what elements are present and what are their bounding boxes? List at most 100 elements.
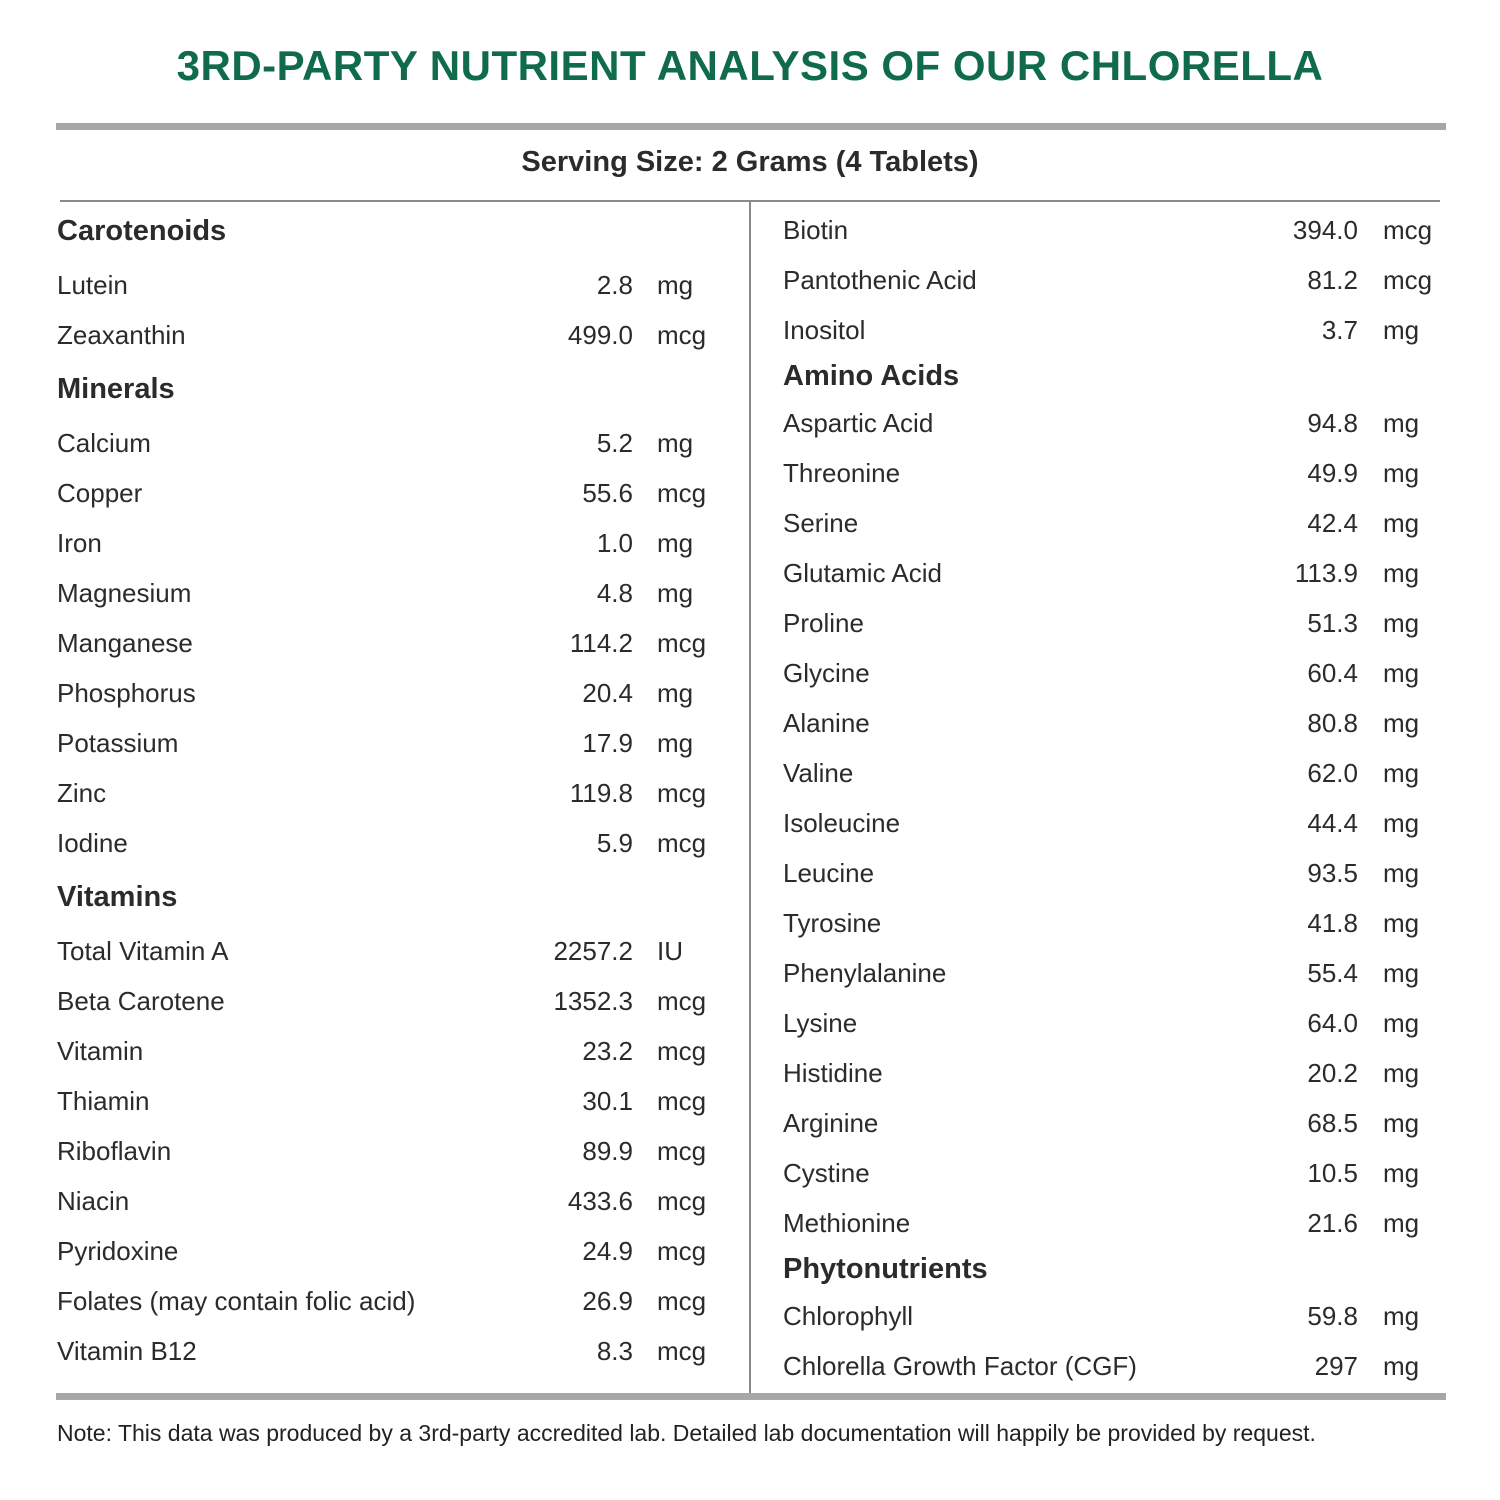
section-title: Carotenoids: [57, 215, 227, 247]
nutrient-unit: IU: [657, 936, 683, 966]
nutrient-amount: 89.9: [582, 1136, 633, 1166]
section-header: Amino Acids: [783, 360, 1463, 392]
nutrient-name: Vitamin B12: [57, 1336, 197, 1366]
serving-size: Serving Size: 2 Grams (4 Tablets): [0, 146, 1500, 179]
nutrient-unit: mg: [1383, 1208, 1420, 1238]
page-title-text: 3RD-PARTY NUTRIENT ANALYSIS OF OUR CHLOR…: [176, 42, 1324, 89]
nutrient-amount: 394.0: [1292, 215, 1358, 245]
nutrient-unit: mg: [1383, 1058, 1420, 1088]
nutrient-amount: 26.9: [582, 1286, 633, 1316]
nutrient-row: Inositol 3.7 mg: [783, 315, 1463, 345]
nutrient-amount: 64.0: [1307, 1008, 1358, 1038]
bottom-divider: [56, 1393, 1446, 1400]
nutrient-amount: 297: [1314, 1351, 1358, 1381]
nutrient-name: Methionine: [783, 1208, 911, 1238]
nutrient-name: Iodine: [57, 828, 128, 858]
nutrient-row: Vitamin B12 8.3 mcg: [57, 1336, 737, 1366]
nutrient-row: Chlorella Growth Factor (CGF) 297 mg: [783, 1351, 1463, 1381]
nutrient-row: Beta Carotene 1352.3 mcg: [57, 986, 737, 1016]
nutrient-unit: mcg: [657, 1286, 707, 1316]
nutrient-amount: 113.9: [1294, 558, 1358, 588]
nutrient-name: Zinc: [57, 778, 107, 808]
nutrient-row: Histidine 20.2 mg: [783, 1058, 1463, 1088]
nutrient-row: Tyrosine 41.8 mg: [783, 908, 1463, 938]
nutrient-unit: mg: [1383, 508, 1420, 538]
nutrient-amount: 1352.3: [553, 986, 633, 1016]
nutrient-name: Biotin: [783, 215, 849, 245]
nutrient-row: Cystine 10.5 mg: [783, 1158, 1463, 1188]
nutrient-unit: mg: [1383, 1108, 1420, 1138]
nutrient-amount: 59.8: [1307, 1301, 1358, 1331]
nutrient-name: Pantothenic Acid: [783, 265, 977, 295]
nutrient-name: Cystine: [783, 1158, 870, 1188]
serving-size-text: Serving Size: 2 Grams (4 Tablets): [521, 146, 979, 178]
section-header: Phytonutrients: [783, 1253, 1463, 1285]
nutrient-unit: mg: [1383, 458, 1420, 488]
nutrient-name: Valine: [783, 758, 854, 788]
nutrient-amount: 21.6: [1307, 1208, 1358, 1238]
nutrient-row: Arginine 68.5 mg: [783, 1108, 1463, 1138]
section-header: Minerals: [57, 373, 737, 405]
nutrient-row: Glycine 60.4 mg: [783, 658, 1463, 688]
nutrient-row: Potassium 17.9 mg: [57, 728, 737, 758]
nutrient-amount: 68.5: [1307, 1108, 1358, 1138]
nutrient-amount: 94.8: [1307, 408, 1358, 438]
nutrient-name: Pyridoxine: [57, 1236, 179, 1266]
nutrient-amount: 24.9: [582, 1236, 633, 1266]
nutrient-amount: 119.8: [569, 778, 633, 808]
nutrient-row: Vitamin 23.2 mcg: [57, 1036, 737, 1066]
nutrient-name: Potassium: [57, 728, 179, 758]
nutrient-unit: mcg: [657, 828, 707, 858]
footnote: Note: This data was produced by a 3rd-pa…: [57, 1420, 1316, 1446]
nutrient-row: Valine 62.0 mg: [783, 758, 1463, 788]
nutrient-row: Zeaxanthin 499.0 mcg: [57, 320, 737, 350]
nutrient-row: Iodine 5.9 mcg: [57, 828, 737, 858]
nutrient-row: Biotin 394.0 mcg: [783, 215, 1463, 245]
nutrient-name: Total Vitamin A: [57, 936, 229, 966]
nutrient-amount: 5.9: [596, 828, 633, 858]
nutrient-unit: mg: [657, 578, 694, 608]
nutrient-row: Iron 1.0 mg: [57, 528, 737, 558]
nutrient-name: Thiamin: [57, 1086, 150, 1116]
nutrient-row: Total Vitamin A 2257.2 IU: [57, 936, 737, 966]
nutrient-name: Inositol: [783, 315, 866, 345]
nutrient-row: Lysine 64.0 mg: [783, 1008, 1463, 1038]
nutrient-amount: 44.4: [1307, 808, 1358, 838]
nutrient-name: Tyrosine: [783, 908, 882, 938]
nutrient-name: Folates (may contain folic acid): [57, 1286, 416, 1316]
nutrient-row: Serine 42.4 mg: [783, 508, 1463, 538]
nutrient-amount: 433.6: [567, 1186, 633, 1216]
nutrient-name: Manganese: [57, 628, 193, 658]
nutrient-unit: mg: [1383, 658, 1420, 688]
nutrient-row: Aspartic Acid 94.8 mg: [783, 408, 1463, 438]
nutrient-amount: 42.4: [1307, 508, 1358, 538]
nutrient-unit: mg: [1383, 1158, 1420, 1188]
nutrient-unit: mcg: [657, 1336, 707, 1366]
nutrient-unit: mcg: [1383, 215, 1433, 245]
nutrient-unit: mg: [657, 428, 694, 458]
nutrient-name: Leucine: [783, 858, 875, 888]
nutrient-unit: mg: [1383, 1301, 1420, 1331]
nutrient-row: Magnesium 4.8 mg: [57, 578, 737, 608]
nutrient-amount: 80.8: [1307, 708, 1358, 738]
nutrient-unit: mg: [1383, 1351, 1420, 1381]
nutrient-unit: mcg: [657, 778, 707, 808]
nutrient-amount: 81.2: [1307, 265, 1358, 295]
nutrient-row: Thiamin 30.1 mcg: [57, 1086, 737, 1116]
section-header: Carotenoids: [57, 215, 737, 247]
nutrient-row: Isoleucine 44.4 mg: [783, 808, 1463, 838]
nutrient-amount: 20.4: [582, 678, 633, 708]
nutrient-row: Lutein 2.8 mg: [57, 270, 737, 300]
nutrient-row: Leucine 93.5 mg: [783, 858, 1463, 888]
nutrient-unit: mg: [1383, 608, 1420, 638]
nutrient-amount: 30.1: [582, 1086, 633, 1116]
nutrient-name: Niacin: [57, 1186, 130, 1216]
nutrient-unit: mg: [1383, 908, 1420, 938]
nutrient-unit: mg: [657, 528, 694, 558]
nutrient-amount: 41.8: [1307, 908, 1358, 938]
nutrient-row: Niacin 433.6 mcg: [57, 1186, 737, 1216]
nutrient-amount: 23.2: [582, 1036, 633, 1066]
nutrient-unit: mcg: [657, 1036, 707, 1066]
nutrient-name: Zeaxanthin: [57, 320, 186, 350]
section-title: Amino Acids: [783, 360, 960, 392]
